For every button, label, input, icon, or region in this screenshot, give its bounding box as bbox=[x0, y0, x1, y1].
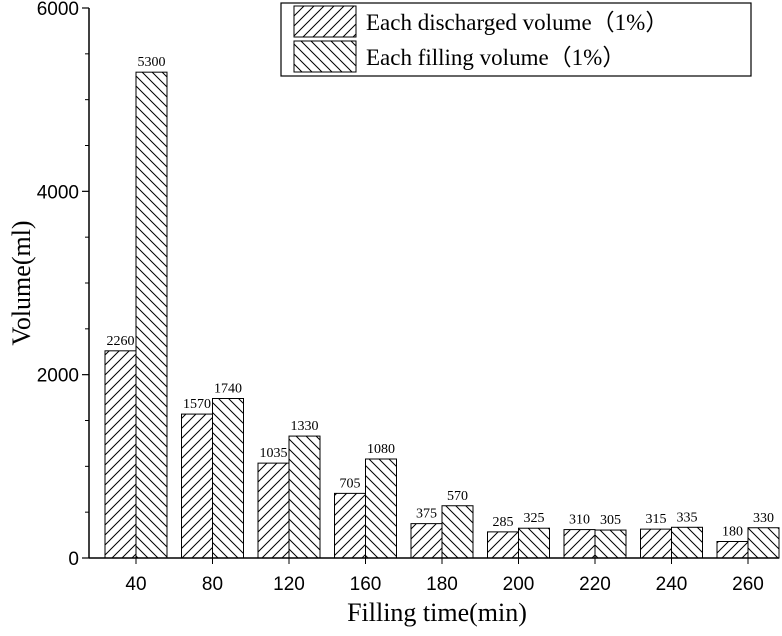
data-label-discharged-200: 285 bbox=[493, 515, 514, 530]
data-label-filling-40: 5300 bbox=[138, 55, 166, 70]
legend-label-discharged: Each discharged volume（1%） bbox=[366, 10, 668, 35]
bar-filling-200 bbox=[518, 527, 550, 559]
y-ticks-group: 0 2000 4000 6000 bbox=[37, 0, 89, 570]
data-label-discharged-240: 315 bbox=[646, 512, 667, 527]
data-label-filling-260: 330 bbox=[753, 511, 774, 526]
data-label-filling-220: 305 bbox=[600, 513, 621, 528]
y-tick-label-0: 0 bbox=[68, 549, 79, 570]
data-label-filling-240: 335 bbox=[677, 510, 698, 525]
bar-filling-220 bbox=[594, 529, 627, 559]
bars-group bbox=[104, 71, 780, 559]
legend-swatch-filling bbox=[293, 40, 357, 73]
data-label-filling-200: 325 bbox=[524, 511, 545, 526]
y-axis-title: Volume(ml) bbox=[7, 220, 36, 345]
bar-filling-160 bbox=[365, 458, 397, 559]
data-label-filling-80: 1740 bbox=[214, 382, 242, 397]
data-label-discharged-220: 310 bbox=[569, 513, 590, 528]
x-tick-label-180: 180 bbox=[426, 574, 458, 595]
data-label-discharged-160: 705 bbox=[340, 476, 361, 491]
data-label-filling-180: 570 bbox=[447, 489, 468, 504]
legend-box bbox=[280, 2, 752, 77]
bar-discharged-240 bbox=[640, 528, 672, 559]
data-label-discharged-260: 180 bbox=[722, 525, 743, 540]
x-tick-label-200: 200 bbox=[503, 574, 535, 595]
x-tick-label-220: 220 bbox=[579, 574, 611, 595]
legend: Each discharged volume（1%） Each filling … bbox=[280, 2, 752, 77]
bar-filling-40 bbox=[135, 71, 168, 559]
bar-discharged-180 bbox=[410, 523, 443, 559]
data-label-discharged-40: 2260 bbox=[107, 334, 135, 349]
legend-swatch-discharged bbox=[293, 5, 357, 38]
bar-discharged-120 bbox=[257, 462, 290, 559]
bar-discharged-220 bbox=[563, 529, 596, 559]
x-ticks-group: 40 80 120 160 180 200 220 240 260 bbox=[125, 558, 764, 595]
data-label-discharged-180: 375 bbox=[416, 507, 437, 522]
x-tick-label-120: 120 bbox=[273, 574, 305, 595]
bar-discharged-80 bbox=[181, 413, 213, 559]
bar-filling-240 bbox=[671, 526, 703, 559]
bar-discharged-260 bbox=[716, 541, 749, 559]
bar-filling-260 bbox=[747, 527, 780, 559]
bar-discharged-160 bbox=[334, 492, 366, 559]
data-label-filling-160: 1080 bbox=[367, 442, 395, 457]
x-tick-label-240: 240 bbox=[656, 574, 688, 595]
bar-discharged-40 bbox=[104, 350, 137, 559]
bar-filling-180 bbox=[441, 505, 474, 559]
data-label-discharged-120: 1035 bbox=[260, 446, 288, 461]
y-tick-label-4000: 4000 bbox=[37, 182, 79, 203]
x-tick-label-160: 160 bbox=[350, 574, 382, 595]
x-tick-label-260: 260 bbox=[732, 574, 764, 595]
x-tick-label-40: 40 bbox=[125, 574, 146, 595]
y-tick-label-2000: 2000 bbox=[37, 366, 79, 387]
x-axis-title: Filling time(min) bbox=[347, 598, 527, 627]
bar-discharged-200 bbox=[487, 531, 519, 559]
data-label-filling-120: 1330 bbox=[291, 419, 319, 434]
x-tick-label-80: 80 bbox=[202, 574, 223, 595]
data-label-discharged-80: 1570 bbox=[183, 397, 211, 412]
bar-filling-120 bbox=[288, 435, 321, 559]
bar-filling-80 bbox=[212, 398, 244, 559]
legend-label-filling: Each filling volume（1%） bbox=[366, 45, 625, 70]
y-tick-label-6000: 6000 bbox=[37, 0, 79, 20]
